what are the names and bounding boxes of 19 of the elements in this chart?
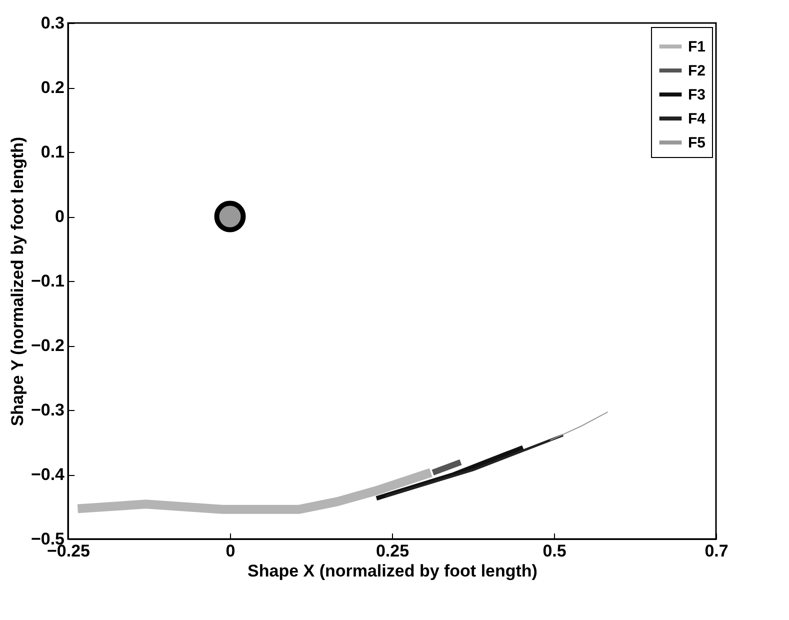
legend-label: F5 [688,134,706,152]
x-tick-label: 0.5 [542,542,566,560]
legend-label: F3 [688,86,706,104]
y-tick-label: 0.3 [40,14,64,32]
y-tick-label: −0.1 [30,272,64,290]
x-tick-label: 0.25 [376,542,410,560]
legend-label: F2 [688,62,706,80]
legend-label: F1 [688,38,706,56]
y-tick-label: −0.3 [30,400,64,420]
y-tick-label: −0.4 [30,465,66,484]
x-tick-label: 0.7 [704,542,728,560]
x-axis-title: Shape X (normalized by foot length) [248,562,538,580]
y-tick-label: 0.2 [40,78,64,97]
x-tick-label: 0 [226,542,236,560]
y-tick-label: −0.2 [30,336,64,355]
legend-label: F4 [688,110,706,128]
y-tick-label: 0.1 [40,142,64,162]
y-axis-title: Shape Y (normalized by foot length) [8,136,27,426]
y-tick-label: 0 [55,207,64,226]
